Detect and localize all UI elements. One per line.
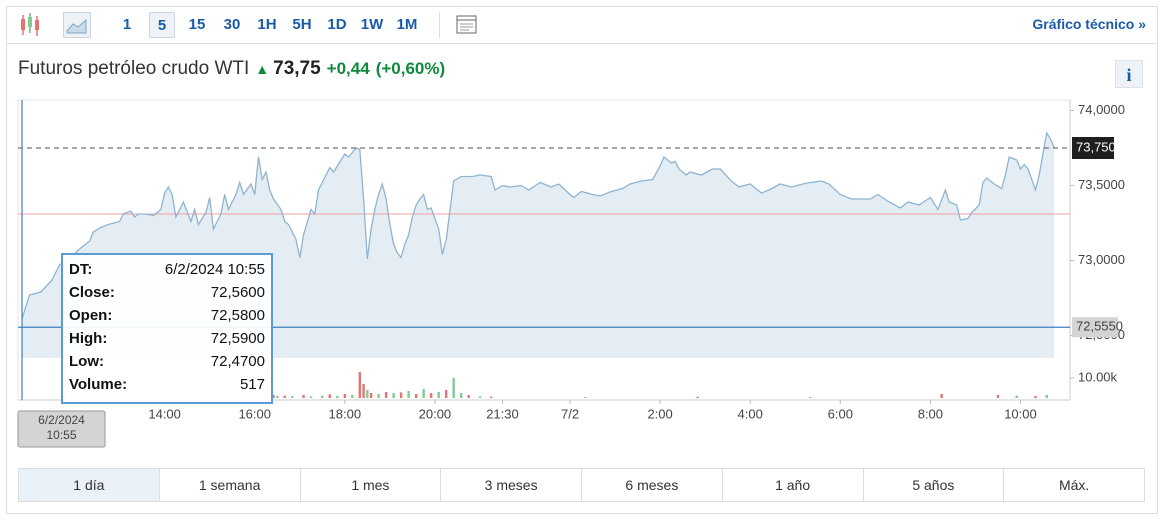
- interval-button[interactable]: 1H: [257, 16, 277, 33]
- toolbar: Gráfico técnico » 1 5 15 30 1H 5H 1D 1W 1M: [6, 6, 1158, 44]
- range-tab[interactable]: 1 mes: [301, 469, 442, 501]
- last-price: 73,75: [273, 58, 321, 79]
- interval-button[interactable]: 15: [188, 16, 206, 33]
- range-tab[interactable]: Máx.: [1058, 477, 1090, 493]
- range-tab[interactable]: 5 años: [864, 469, 1005, 501]
- separator: [439, 12, 440, 38]
- price-change-pct: (+0,60%): [375, 59, 446, 78]
- range-tab[interactable]: 1 día: [19, 469, 160, 501]
- range-tab[interactable]: 1 semana: [160, 469, 301, 501]
- quote-header: Futuros petróleo crudo WTI ▲ 73,75 +0,44 (+0…: [18, 58, 451, 80]
- widget-frame: [6, 6, 1158, 514]
- candle-icon[interactable]: [18, 6, 48, 44]
- interval-button[interactable]: 30: [223, 16, 241, 33]
- area-icon-glyph: [66, 18, 87, 34]
- table-icon[interactable]: [455, 13, 479, 37]
- technical-link[interactable]: Gráfico técnico »: [1032, 16, 1146, 32]
- interval-button[interactable]: 5H: [292, 16, 312, 33]
- instrument-title: Futuros petróleo crudo WTI: [18, 58, 250, 79]
- area-icon[interactable]: [63, 12, 91, 38]
- info-button[interactable]: i: [1115, 60, 1143, 88]
- interval-button[interactable]: 1M: [396, 16, 418, 33]
- interval-button[interactable]: 1D: [327, 16, 347, 33]
- price-change: +0,44: [326, 59, 370, 78]
- range-tab[interactable]: 3 meses: [441, 469, 582, 501]
- range-tab[interactable]: 6 meses: [582, 469, 723, 501]
- interval-button[interactable]: 5: [149, 12, 175, 38]
- interval-button[interactable]: 1: [122, 16, 132, 33]
- interval-button[interactable]: 1W: [360, 16, 384, 33]
- range-tabs: 1 día 1 semana 1 mes 3 meses 6 meses 1 año 5 a…: [18, 468, 1145, 502]
- range-tab[interactable]: 1 año: [723, 469, 864, 501]
- up-arrow: ▲: [255, 61, 270, 77]
